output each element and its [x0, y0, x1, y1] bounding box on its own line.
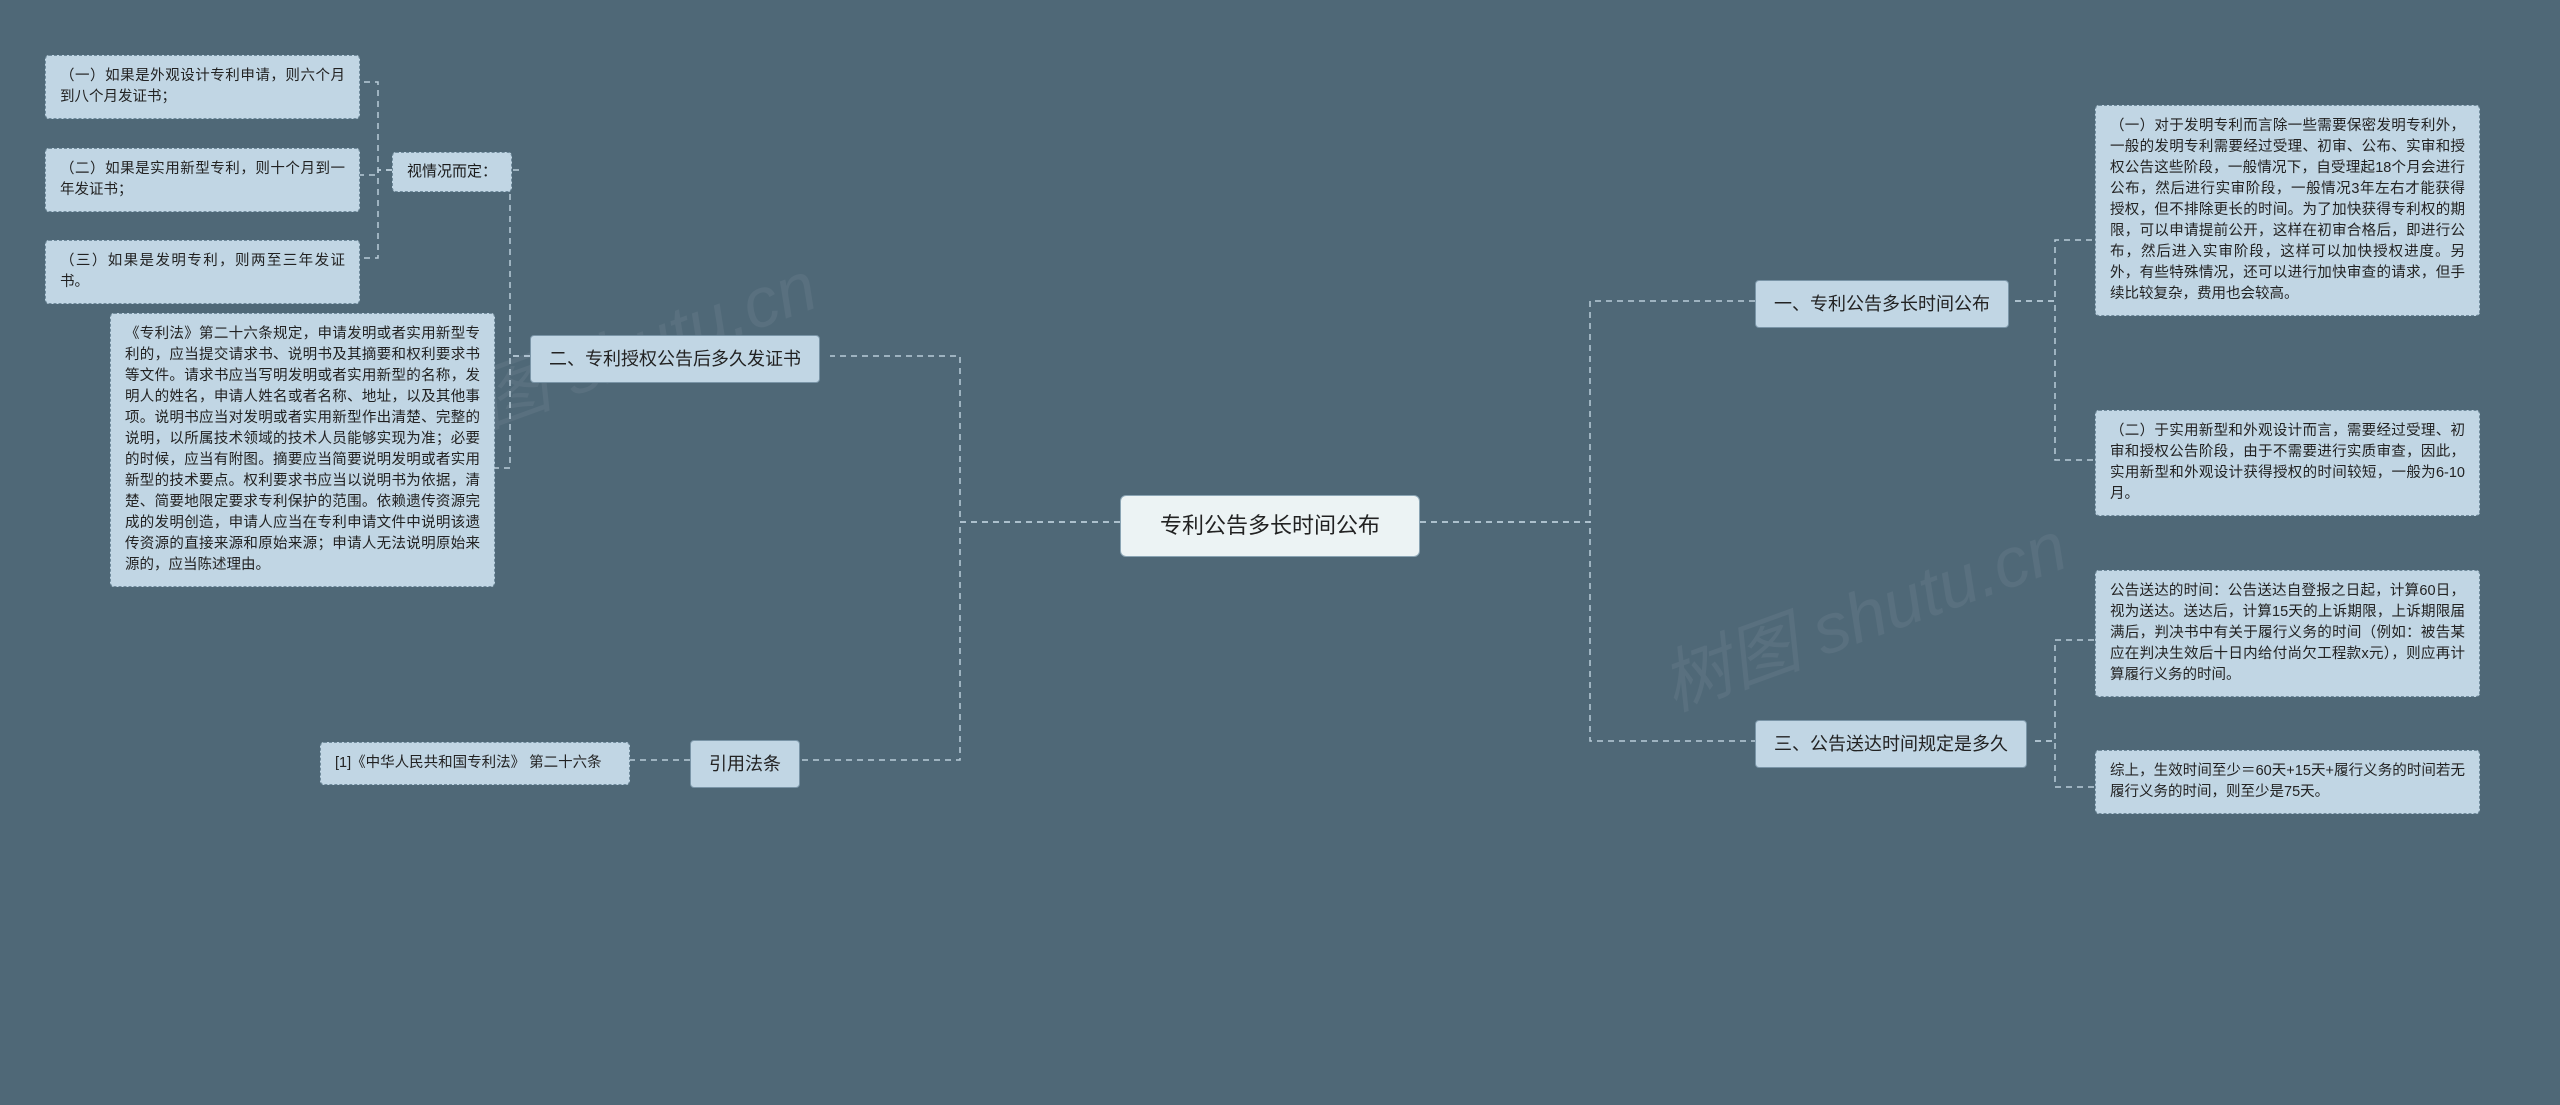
- leaf-left-2-a1: （一）如果是外观设计专利申请，则六个月到八个月发证书；: [45, 55, 360, 119]
- branch-left-2: 二、专利授权公告后多久发证书: [530, 335, 820, 383]
- leaf-left-2-big: 《专利法》第二十六条规定，申请发明或者实用新型专利的，应当提交请求书、说明书及其…: [110, 313, 495, 587]
- leaf-right-3-1: 公告送达的时间：公告送达自登报之日起，计算60日，视为送达。送达后，计算15天的…: [2095, 570, 2480, 697]
- watermark: 树图 shutu.cn: [1646, 491, 2079, 731]
- branch-right-1: 一、专利公告多长时间公布: [1755, 280, 2009, 328]
- leaf-left-2-a2: （二）如果是实用新型专利，则十个月到一年发证书；: [45, 148, 360, 212]
- branch-left-cite: 引用法条: [690, 740, 800, 788]
- branch-right-3: 三、公告送达时间规定是多久: [1755, 720, 2027, 768]
- center-node: 专利公告多长时间公布: [1120, 495, 1420, 557]
- leaf-right-1-2: （二）于实用新型和外观设计而言，需要经过受理、初审和授权公告阶段，由于不需要进行…: [2095, 410, 2480, 516]
- leaf-left-cite-1: [1]《中华人民共和国专利法》 第二十六条: [320, 742, 630, 785]
- leaf-right-1-1: （一）对于发明专利而言除一些需要保密发明专利外，一般的发明专利需要经过受理、初审…: [2095, 105, 2480, 316]
- leaf-right-3-2: 综上，生效时间至少＝60天+15天+履行义务的时间若无履行义务的时间，则至少是7…: [2095, 750, 2480, 814]
- leaf-left-2-a3: （三）如果是发明专利，则两至三年发证书。: [45, 240, 360, 304]
- sub-left-2-situational: 视情况而定：: [392, 152, 512, 192]
